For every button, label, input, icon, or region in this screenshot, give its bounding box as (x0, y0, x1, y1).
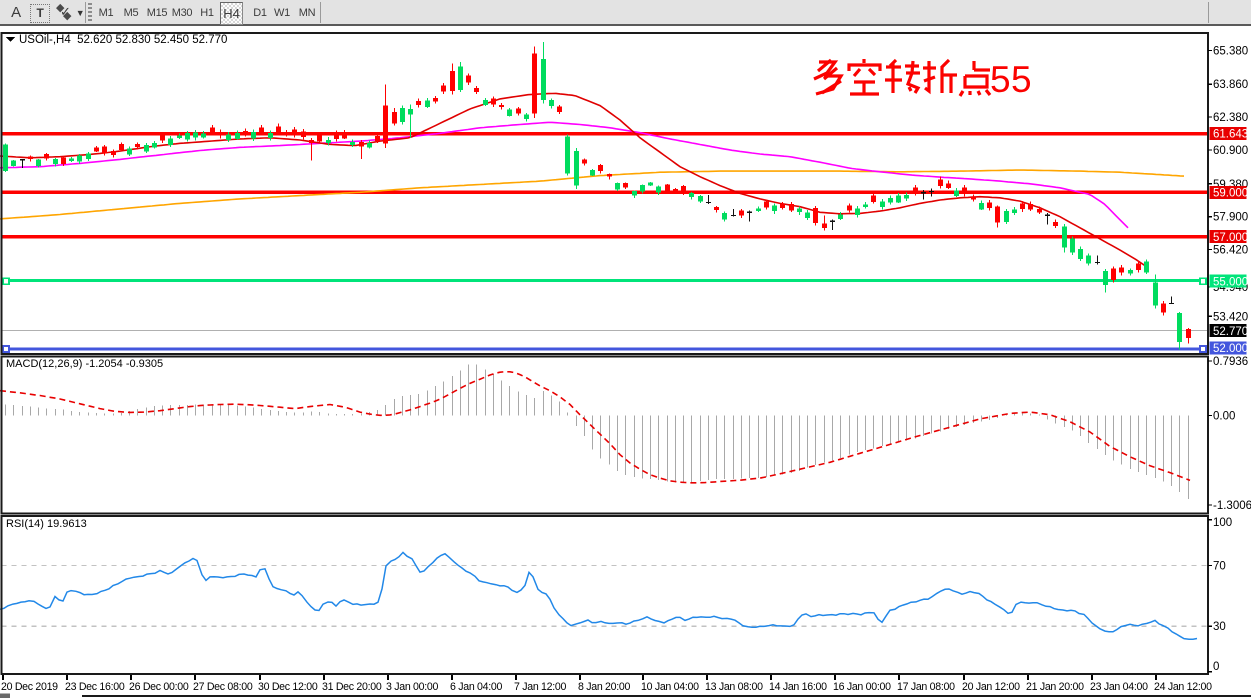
svg-text:61.643: 61.643 (1213, 129, 1248, 141)
svg-text:27 Dec 08:00: 27 Dec 08:00 (193, 681, 253, 693)
svg-text:RSI(14) 19.9613: RSI(14) 19.9613 (6, 518, 87, 530)
svg-text:30 Dec 12:00: 30 Dec 12:00 (258, 681, 318, 693)
svg-text:30: 30 (1213, 621, 1226, 633)
svg-text:70: 70 (1213, 560, 1226, 572)
svg-text:100: 100 (1213, 517, 1232, 529)
svg-text:13 Jan 08:00: 13 Jan 08:00 (705, 681, 763, 693)
svg-text:31 Dec 20:00: 31 Dec 20:00 (322, 681, 382, 693)
svg-text:59.000: 59.000 (1213, 188, 1248, 200)
svg-text:16 Jan 00:00: 16 Jan 00:00 (833, 681, 891, 693)
svg-text:55: 55 (990, 59, 1032, 100)
svg-text:60.900: 60.900 (1213, 145, 1248, 157)
svg-text:63.860: 63.860 (1213, 79, 1248, 91)
svg-text:55.000: 55.000 (1213, 276, 1248, 288)
svg-text:0.00: 0.00 (1213, 411, 1235, 423)
svg-text:8 Jan 20:00: 8 Jan 20:00 (578, 681, 630, 693)
svg-text:7 Jan 12:00: 7 Jan 12:00 (514, 681, 566, 693)
svg-text:3 Jan 00:00: 3 Jan 00:00 (386, 681, 438, 693)
svg-text:53.420: 53.420 (1213, 311, 1248, 323)
svg-text:10 Jan 04:00: 10 Jan 04:00 (641, 681, 699, 693)
svg-text:20 Dec 2019: 20 Dec 2019 (1, 681, 58, 693)
svg-text:MACD(12,26,9) -1.2054 -0.9305: MACD(12,26,9) -1.2054 -0.9305 (6, 358, 163, 370)
svg-text:26 Dec 00:00: 26 Dec 00:00 (129, 681, 189, 693)
svg-text:0.7936: 0.7936 (1213, 356, 1248, 368)
svg-text:17 Jan 08:00: 17 Jan 08:00 (897, 681, 955, 693)
svg-text:23 Dec 16:00: 23 Dec 16:00 (65, 681, 125, 693)
svg-text:52.000: 52.000 (1213, 343, 1248, 355)
svg-text:14 Jan 16:00: 14 Jan 16:00 (769, 681, 827, 693)
svg-text:-1.3006: -1.3006 (1213, 500, 1251, 512)
svg-text:6 Jan 04:00: 6 Jan 04:00 (450, 681, 502, 693)
svg-text:24 Jan 12:00: 24 Jan 12:00 (1154, 681, 1212, 693)
svg-text:62.380: 62.380 (1213, 112, 1248, 124)
svg-text:57.000: 57.000 (1213, 232, 1248, 244)
svg-text:23 Jan 04:00: 23 Jan 04:00 (1090, 681, 1148, 693)
svg-text:0: 0 (1213, 661, 1219, 673)
svg-text:21 Jan 20:00: 21 Jan 20:00 (1026, 681, 1084, 693)
svg-text:USOil-,H4 52.620 52.830 52.45: USOil-,H4 52.620 52.830 52.450 52.770 (19, 34, 227, 46)
svg-text:65.380: 65.380 (1213, 45, 1248, 57)
svg-text:20 Jan 12:00: 20 Jan 12:00 (962, 681, 1020, 693)
svg-text:52.770: 52.770 (1213, 326, 1248, 338)
svg-text:56.420: 56.420 (1213, 245, 1248, 257)
svg-text:57.900: 57.900 (1213, 212, 1248, 224)
